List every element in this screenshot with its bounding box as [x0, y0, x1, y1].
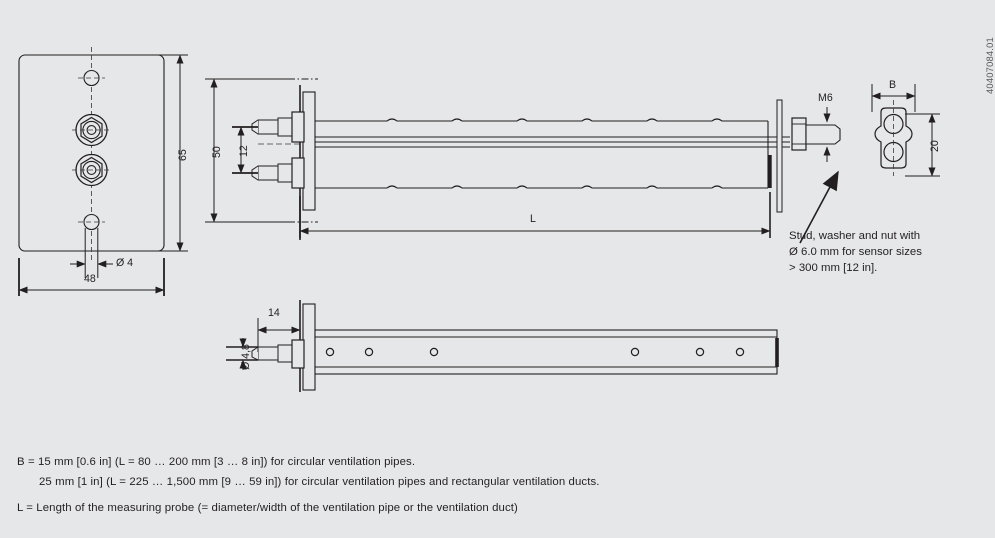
dim-12-vertical: [232, 126, 258, 174]
probe-tube-body: [315, 118, 790, 189]
drawing-reference-number: 40407084.01: [984, 37, 995, 94]
dim-dia48-vertical: [226, 338, 258, 370]
legend-b-line-1: B = 15 mm [0.6 in] (L = 80 … 200 mm [3 ……: [17, 456, 416, 468]
flange-side-plate: [302, 91, 316, 211]
bottom-flange-plate: [302, 303, 316, 391]
probe-cross-section-shape: [874, 100, 913, 176]
dim-50-vertical: [205, 78, 288, 223]
flange-hole-top: [78, 69, 105, 87]
dim-label-B: B: [889, 79, 897, 91]
dim-B-horizontal: [871, 84, 916, 112]
nozzle-lower: [251, 157, 305, 189]
legend-b-line-2: 25 mm [1 in] (L = 225 … 1,500 mm [9 … 59…: [39, 476, 600, 488]
dim-label-48: 48: [84, 273, 96, 285]
dim-label-m6: M6: [818, 92, 833, 104]
flange-hex-fitting-lower: [72, 153, 111, 187]
nozzle-upper: [251, 111, 305, 143]
dim-label-L: L: [530, 213, 536, 225]
dim-label-20: 20: [929, 140, 941, 152]
stud-threaded-rod: [805, 124, 841, 145]
bottom-nozzle: [251, 339, 305, 369]
flange-hole-bottom: [78, 213, 105, 231]
dim-label-65: 65: [177, 149, 189, 161]
dim-dia4-extensions: [70, 228, 113, 278]
dim-label-dia48: Ø 4,8: [240, 344, 252, 370]
dim-label-50: 50: [211, 146, 223, 158]
dim-label-dia4: Ø 4: [116, 257, 134, 269]
dim-label-14: 14: [268, 307, 280, 319]
legend-l-line: L = Length of the measuring probe (= dia…: [17, 502, 518, 514]
callout-line-2: Ø 6.0 mm for sensor sizes: [789, 246, 922, 258]
callout-line-3: > 300 mm [12 in].: [789, 262, 878, 274]
callout-line-1: Stud, washer and nut with: [789, 230, 921, 242]
hex-nut: [791, 117, 807, 151]
dim-L-horizontal: [299, 192, 771, 238]
dim-65-vertical: [152, 54, 188, 252]
bottom-probe-body: [314, 329, 779, 375]
dim-20-vertical: [905, 113, 940, 177]
dim-label-12: 12: [238, 145, 250, 157]
washer-plate: [776, 99, 783, 213]
flange-hex-fitting-upper: [72, 113, 111, 147]
dim-48-horizontal: [18, 258, 165, 296]
callout-arrow: [799, 170, 839, 244]
